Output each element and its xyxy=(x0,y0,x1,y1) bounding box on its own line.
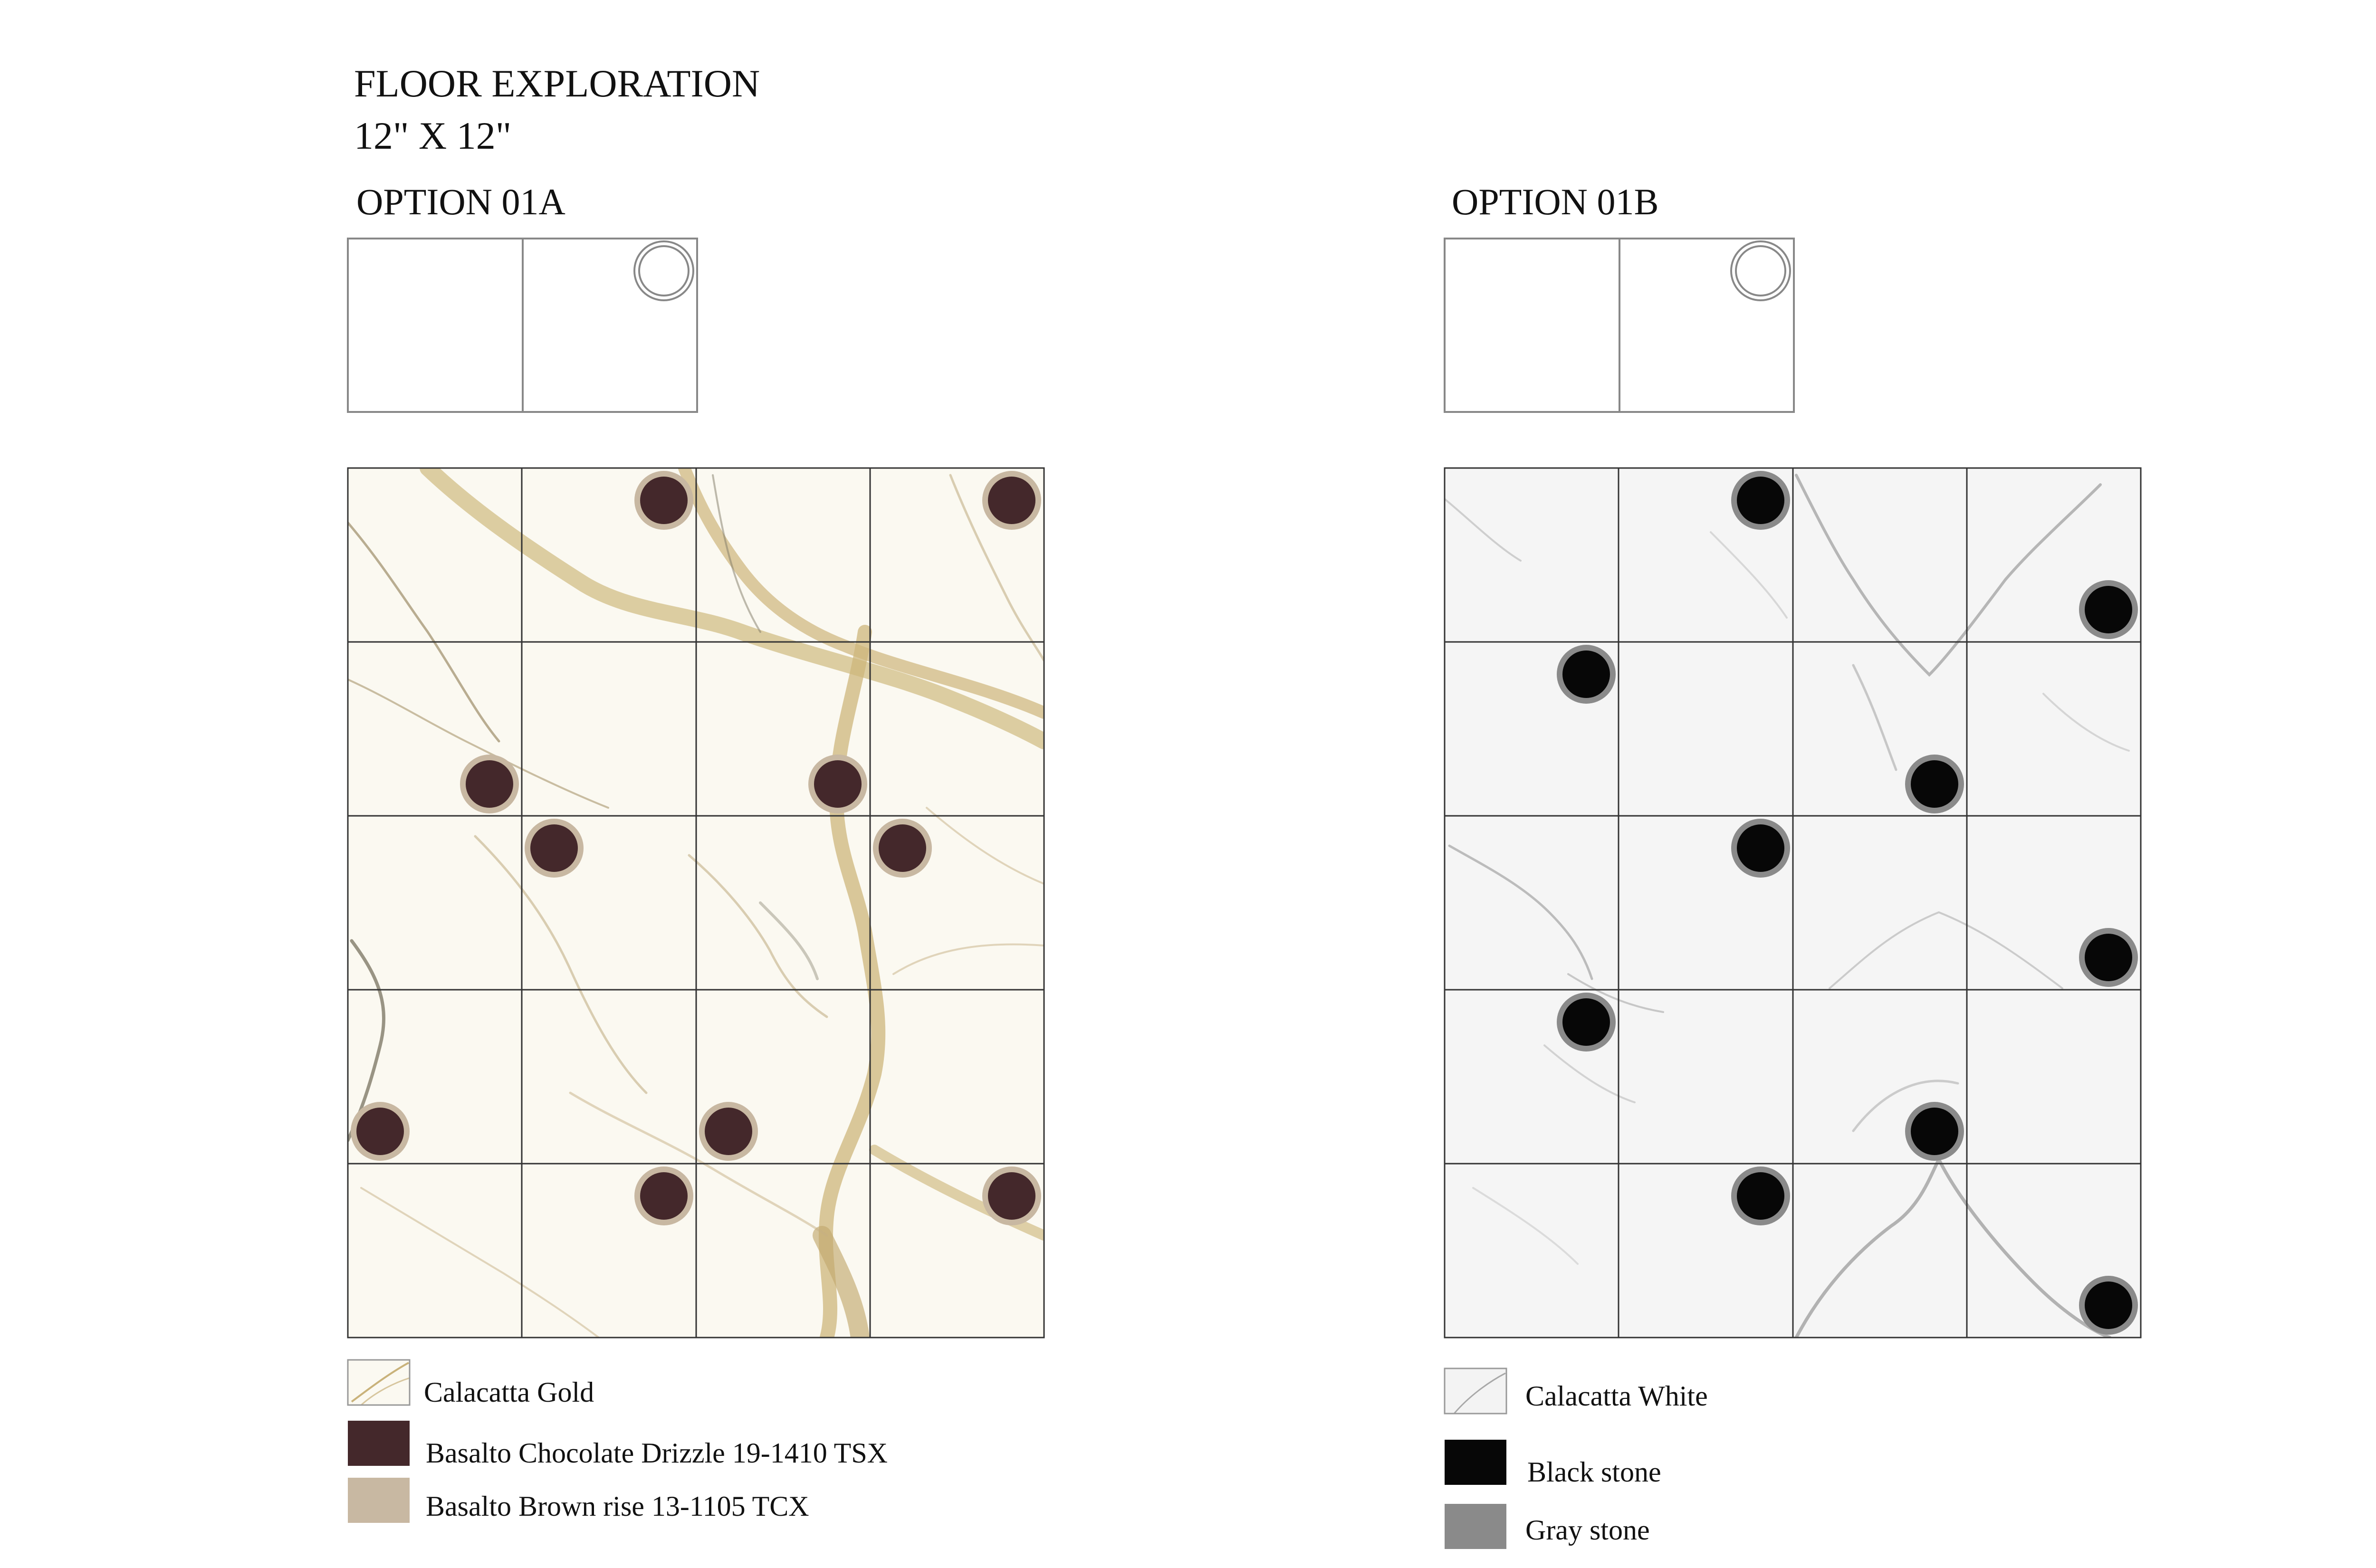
dot xyxy=(1731,1166,1790,1225)
dot xyxy=(1905,1102,1964,1161)
dot xyxy=(634,1166,693,1225)
dot xyxy=(351,1102,410,1161)
option-01a-legend-swatches xyxy=(347,1359,411,1523)
option-01b-label: OPTION 01B xyxy=(1452,181,1659,222)
option-01b-legend-swatches xyxy=(1444,1367,1507,1549)
legend-label-gray-stone: Gray stone xyxy=(1525,1514,1650,1546)
dot xyxy=(2079,580,2138,639)
dot xyxy=(982,471,1041,530)
option-01a-tile-grid xyxy=(347,467,1045,1339)
option-01a-label: OPTION 01A xyxy=(356,181,565,222)
swatch-chocolate-drizzle xyxy=(348,1421,410,1466)
option-01a-floor xyxy=(347,467,1045,1339)
dot xyxy=(873,819,932,878)
dot xyxy=(1557,993,1616,1052)
dot xyxy=(699,1102,758,1161)
dot xyxy=(1731,819,1790,878)
legend-label-black-stone: Black stone xyxy=(1527,1456,1661,1488)
swatch-calacatta-white xyxy=(1444,1367,1507,1415)
dot xyxy=(1557,645,1616,704)
legend-label-calacatta-gold: Calacatta Gold xyxy=(424,1377,594,1408)
dot xyxy=(2079,1276,2138,1335)
swatch-black-stone xyxy=(1445,1440,1506,1485)
option-01b-dots xyxy=(1557,471,2138,1335)
dot xyxy=(525,819,584,878)
legend-label-brown-rise: Basalto Brown rise 13-1105 TCX xyxy=(426,1491,809,1522)
dot xyxy=(808,755,867,813)
legend-label-calacatta-white: Calacatta White xyxy=(1525,1380,1708,1412)
option-01b-tile-key xyxy=(1444,238,1795,413)
swatch-brown-rise xyxy=(348,1478,410,1523)
option-01b-tile-grid xyxy=(1444,467,2142,1339)
dot xyxy=(1731,471,1790,530)
page-title: FLOOR EXPLORATION xyxy=(354,62,760,105)
option-01b-floor xyxy=(1444,467,2142,1339)
option-01a-dots xyxy=(351,471,1041,1225)
tile-size-label: 12" X 12" xyxy=(354,114,512,157)
dot xyxy=(634,471,693,530)
swatch-calacatta-gold xyxy=(347,1359,411,1406)
swatch-gray-stone xyxy=(1445,1504,1506,1549)
option-01a-tile-key xyxy=(347,238,698,413)
dot xyxy=(2079,928,2138,987)
dot xyxy=(1905,755,1964,813)
dot xyxy=(982,1166,1041,1225)
legend-label-chocolate-drizzle: Basalto Chocolate Drizzle 19-1410 TSX xyxy=(426,1437,888,1469)
dot xyxy=(460,755,519,813)
